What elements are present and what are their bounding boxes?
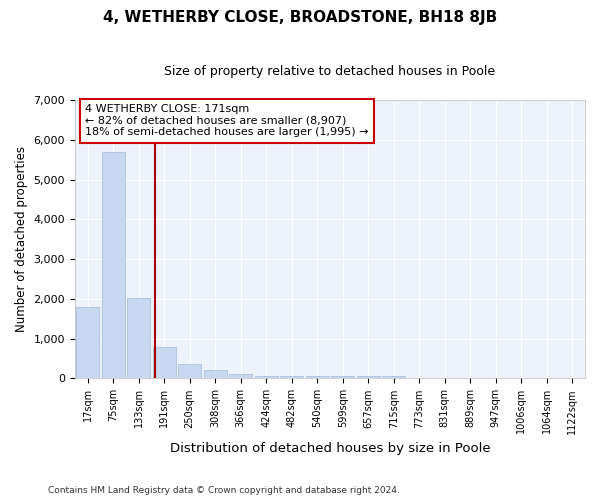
Text: 4 WETHERBY CLOSE: 171sqm
← 82% of detached houses are smaller (8,907)
18% of sem: 4 WETHERBY CLOSE: 171sqm ← 82% of detach… xyxy=(85,104,368,138)
Bar xyxy=(382,376,405,378)
Title: Size of property relative to detached houses in Poole: Size of property relative to detached ho… xyxy=(164,65,496,78)
Bar xyxy=(331,376,354,378)
Bar xyxy=(229,374,252,378)
Bar xyxy=(101,152,125,378)
Bar xyxy=(127,298,150,378)
Bar xyxy=(306,376,329,378)
Text: Contains HM Land Registry data © Crown copyright and database right 2024.: Contains HM Land Registry data © Crown c… xyxy=(48,486,400,495)
Text: 4, WETHERBY CLOSE, BROADSTONE, BH18 8JB: 4, WETHERBY CLOSE, BROADSTONE, BH18 8JB xyxy=(103,10,497,25)
Bar xyxy=(255,376,278,378)
X-axis label: Distribution of detached houses by size in Poole: Distribution of detached houses by size … xyxy=(170,442,490,455)
Y-axis label: Number of detached properties: Number of detached properties xyxy=(15,146,28,332)
Bar xyxy=(178,364,201,378)
Bar xyxy=(76,307,99,378)
Bar xyxy=(280,376,303,378)
Bar xyxy=(204,370,227,378)
Bar xyxy=(152,346,176,378)
Bar xyxy=(357,376,380,378)
